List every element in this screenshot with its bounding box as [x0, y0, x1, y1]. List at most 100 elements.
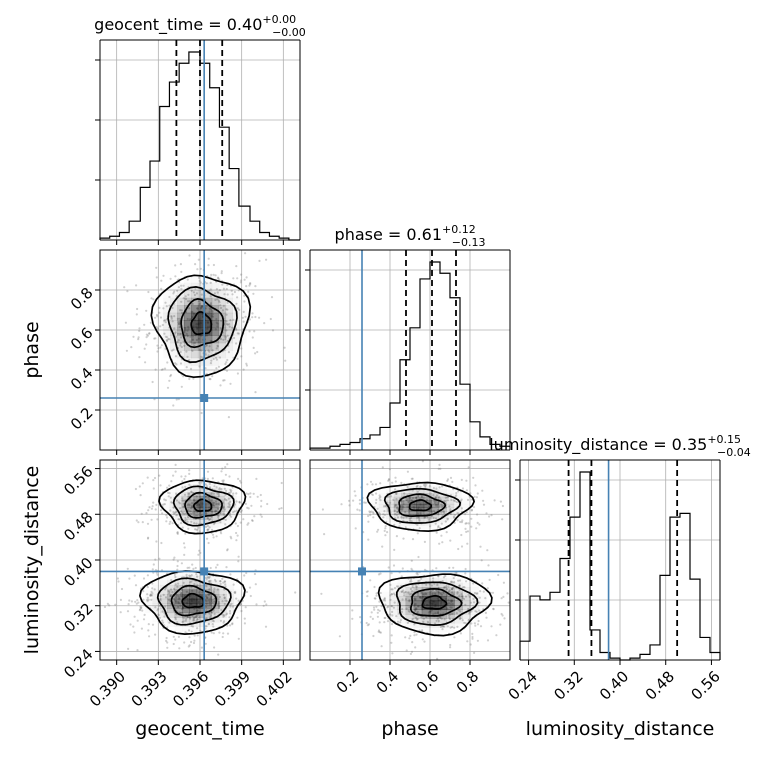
scatter-point — [235, 492, 238, 495]
scatter-point — [188, 636, 191, 639]
scatter-point — [464, 595, 468, 598]
scatter-point — [372, 606, 376, 609]
tick-label-luminosity_distance: 0.24 — [505, 667, 541, 703]
scatter-point — [138, 356, 141, 359]
panel-title-phase: phase = 0.61+0.12 −0.13 — [335, 223, 486, 249]
scatter-point — [501, 518, 504, 521]
scatter-point — [183, 553, 186, 557]
scatter-point — [172, 292, 175, 295]
scatter-point — [172, 558, 175, 561]
density-cell — [204, 598, 212, 604]
scatter-point — [184, 295, 187, 298]
scatter-point — [390, 593, 393, 596]
scatter-point — [434, 522, 437, 525]
scatter-point — [472, 476, 475, 479]
density-cell — [429, 605, 439, 610]
density-cell — [204, 290, 213, 299]
scatter-point — [143, 613, 146, 617]
scatter-point — [392, 592, 396, 595]
scatter-point — [210, 273, 213, 276]
density-cell — [194, 527, 201, 531]
panel-title-luminosity_distance: luminosity_distance = 0.35+0.15 −0.04 — [489, 433, 751, 459]
density-cell — [389, 596, 398, 602]
scatter-point — [169, 373, 173, 377]
scatter-point — [367, 538, 370, 541]
scatter-point — [379, 495, 382, 498]
density-cell — [211, 357, 220, 366]
scatter-point — [400, 610, 403, 614]
density-cell — [197, 327, 206, 336]
scatter-point — [208, 612, 211, 615]
scatter-point — [156, 350, 159, 353]
hist-bin — [400, 360, 410, 450]
scatter-point — [219, 384, 222, 387]
contour-line — [383, 487, 462, 524]
density-cell — [378, 507, 387, 512]
scatter-point — [130, 600, 133, 603]
density-cell — [182, 598, 190, 604]
scatter-point — [220, 488, 223, 491]
scatter-point — [226, 624, 229, 627]
scatter-point — [189, 367, 193, 370]
scatter-point — [467, 466, 470, 469]
scatter-point — [348, 504, 351, 507]
scatter-point — [187, 629, 191, 632]
scatter-point — [408, 637, 411, 640]
scatter-point — [145, 511, 148, 515]
scatter-point — [461, 595, 464, 598]
density-cell — [211, 335, 220, 344]
scatter-point — [392, 564, 396, 567]
density-cell — [211, 297, 220, 306]
scatter-point — [460, 545, 464, 548]
scatter-point — [404, 526, 407, 529]
density-cell — [401, 496, 410, 501]
scatter-point — [188, 566, 191, 569]
scatter-point — [220, 270, 223, 273]
scatter-point — [367, 514, 370, 518]
scatter-point — [402, 589, 405, 592]
hist-bin — [470, 422, 480, 450]
scatter-point — [429, 525, 432, 528]
scatter-point — [175, 398, 178, 401]
scatter-point — [196, 268, 199, 271]
scatter-point — [209, 616, 212, 619]
scatter-point — [209, 603, 212, 606]
density-cell — [454, 582, 463, 588]
scatter-point — [404, 510, 407, 514]
scatter-point — [211, 619, 214, 622]
density-cell — [189, 627, 197, 632]
scatter-point — [179, 362, 183, 365]
scatter-point — [179, 604, 182, 607]
scatter-point — [149, 321, 152, 324]
scatter-point — [525, 595, 527, 597]
scatter-point — [434, 504, 437, 507]
scatter-point — [186, 335, 189, 338]
scatter-point — [205, 485, 208, 488]
scatter-point — [132, 335, 135, 338]
scatter-point — [391, 610, 394, 614]
scatter-point — [194, 287, 197, 290]
scatter-point — [365, 621, 368, 625]
scatter-point — [207, 622, 211, 625]
hist-bin — [189, 52, 200, 240]
density-cell — [196, 622, 205, 627]
contour-line — [190, 311, 213, 336]
scatter-point — [416, 511, 419, 514]
scatter-point — [218, 595, 221, 599]
scatter-point — [174, 362, 177, 365]
density-cell — [470, 600, 480, 606]
scatter-point — [235, 328, 238, 331]
scatter-point — [229, 491, 232, 494]
density-cell — [218, 305, 227, 314]
scatter-point — [259, 513, 262, 516]
scatter-point — [183, 499, 186, 502]
scatter-point — [395, 492, 398, 495]
density-cell — [429, 578, 439, 584]
scatter-point — [248, 586, 252, 589]
density-cell — [163, 500, 170, 504]
scatter-point — [396, 516, 400, 519]
scatter-point — [195, 292, 198, 295]
density-cell — [212, 523, 219, 527]
density-cell — [204, 305, 213, 314]
scatter-point — [441, 580, 444, 583]
